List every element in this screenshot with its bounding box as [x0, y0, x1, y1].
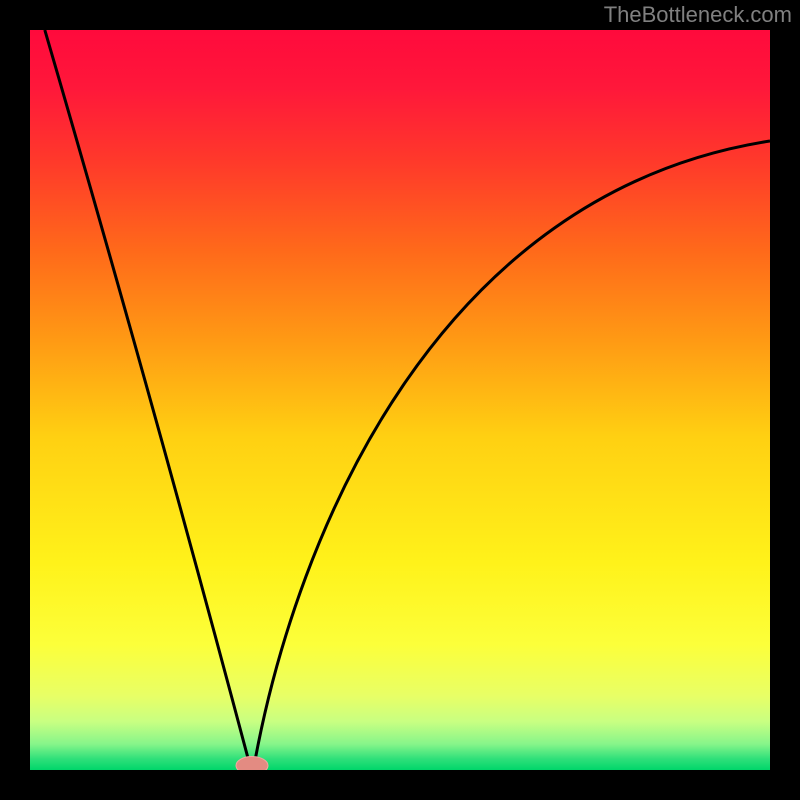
watermark-text: TheBottleneck.com: [604, 2, 792, 28]
bottleneck-chart: [0, 0, 800, 800]
chart-stage: TheBottleneck.com: [0, 0, 800, 800]
gradient-background: [30, 30, 770, 770]
